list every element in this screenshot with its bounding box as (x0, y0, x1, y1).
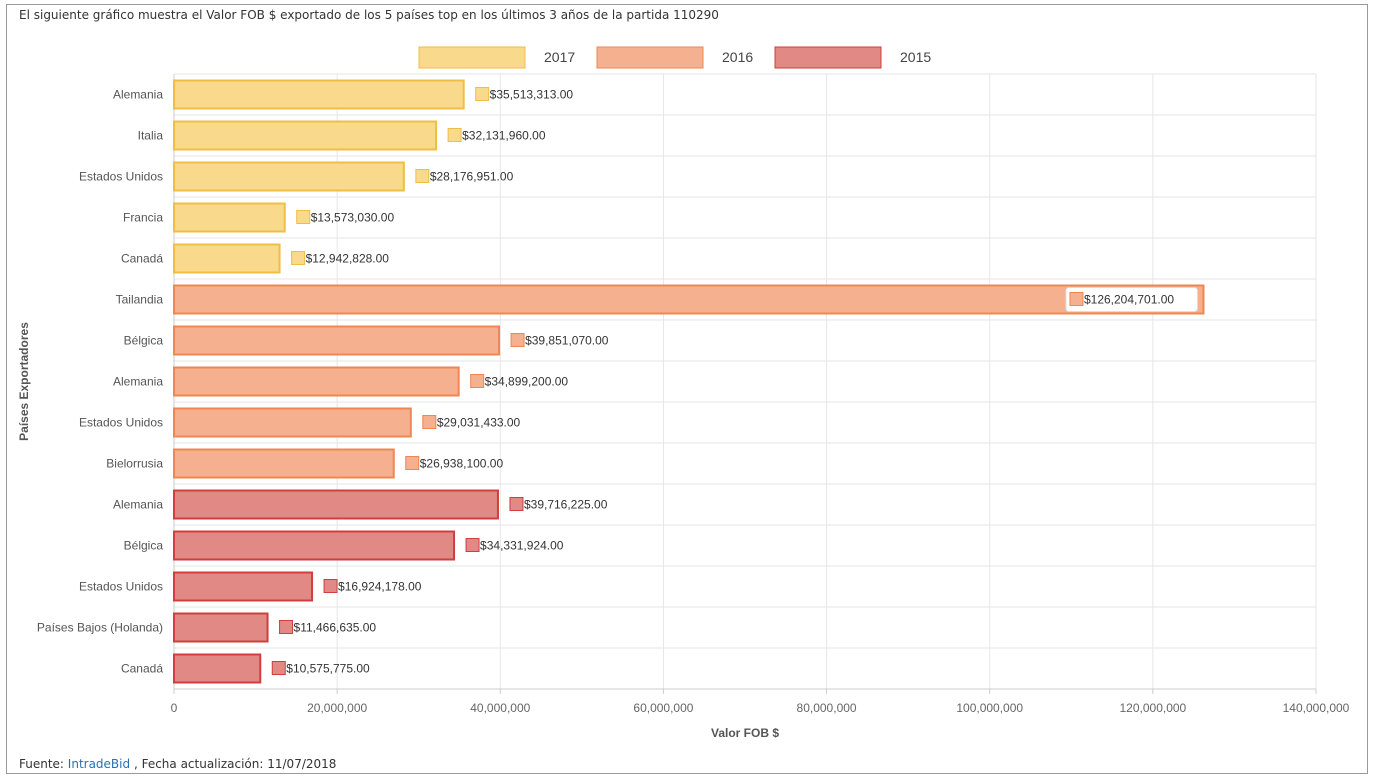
bar[interactable] (173, 366, 460, 397)
category-label: Italia (138, 129, 164, 143)
footer-prefix: Fuente: (19, 757, 68, 771)
bars (173, 79, 1205, 684)
category-label: Canadá (121, 662, 163, 676)
bar[interactable] (173, 571, 314, 602)
chart-caption: El siguiente gráfico muestra el Valor FO… (19, 8, 719, 22)
data-label: $32,131,960.00 (462, 129, 546, 143)
category-label: Canadá (121, 252, 163, 266)
data-label-bg (1065, 287, 1198, 312)
category-label: Alemania (113, 375, 163, 389)
category-label: Estados Unidos (79, 416, 163, 430)
x-tick-label: 20,000,000 (307, 701, 367, 715)
source-link[interactable]: IntradeBid (67, 757, 131, 771)
x-tick-label: 140,000,000 (1283, 701, 1350, 715)
data-label-swatch (296, 210, 311, 224)
bar[interactable] (173, 202, 286, 233)
legend-label: 2017 (544, 49, 575, 65)
data-label-swatch (1069, 292, 1084, 306)
data-labels: $35,513,313.00 $32,131,960.00 $28,176,951.… (271, 87, 1198, 676)
legend-item-2017[interactable]: 2017 (418, 46, 575, 69)
category-label: Bélgica (124, 539, 164, 553)
x-tick-label: 80,000,000 (797, 701, 857, 715)
data-label: $39,851,070.00 (525, 334, 609, 348)
chart-footer: Fuente: IntradeBid , Fecha actualización… (19, 757, 336, 771)
category-label: Francia (123, 211, 163, 225)
legend-swatch (774, 46, 882, 69)
legend-swatch (418, 46, 526, 69)
category-label: Estados Unidos (79, 580, 163, 594)
data-label-swatch (422, 415, 437, 429)
legend-item-2015[interactable]: 2015 (774, 46, 931, 69)
data-label-swatch (291, 251, 306, 265)
bar[interactable] (173, 489, 499, 520)
data-label: $39,716,225.00 (524, 498, 608, 512)
category-labels: Alemania Italia Estados Unidos Francia Canad… (37, 88, 163, 676)
data-label: $26,938,100.00 (420, 457, 504, 471)
category-label: Alemania (113, 88, 163, 102)
bar[interactable] (173, 79, 465, 110)
data-label-swatch (405, 456, 420, 470)
x-tick-label: 40,000,000 (470, 701, 530, 715)
legend[interactable]: 2017 2016 2015 (418, 46, 931, 69)
bar[interactable] (173, 325, 501, 356)
data-label-swatch (509, 497, 524, 511)
category-label: Estados Unidos (79, 170, 163, 184)
data-label: $10,575,775.00 (286, 662, 370, 676)
bar[interactable] (173, 407, 412, 438)
data-label: $12,942,828.00 (306, 252, 390, 266)
x-tick-label: 60,000,000 (633, 701, 693, 715)
data-label: $29,031,433.00 (437, 416, 521, 430)
data-label-swatch (279, 620, 294, 634)
data-label-swatch (470, 374, 485, 388)
x-tick-label: 120,000,000 (1119, 701, 1186, 715)
category-label: Alemania (113, 498, 163, 512)
legend-swatch (596, 46, 704, 69)
data-label-swatch (415, 169, 430, 183)
bar[interactable] (173, 448, 395, 479)
x-axis-title: Valor FOB $ (711, 726, 779, 740)
legend-label: 2016 (722, 49, 753, 65)
legend-item-2016[interactable]: 2016 (596, 46, 753, 69)
x-axis-ticks: 0 20,000,000 40,000,000 60,000,000 80,000,00… (171, 701, 1350, 715)
legend-label: 2015 (900, 49, 931, 65)
data-label-swatch (447, 128, 462, 142)
data-label-swatch (271, 661, 286, 675)
bar[interactable] (173, 284, 1205, 315)
data-label-swatch (475, 87, 490, 101)
data-label: $126,204,701.00 (1084, 293, 1174, 307)
data-label: $34,331,924.00 (480, 539, 564, 553)
data-label: $28,176,951.00 (430, 170, 514, 184)
bar[interactable] (173, 612, 269, 643)
category-label: Tailandia (116, 293, 164, 307)
data-label-swatch (465, 538, 480, 552)
data-label: $16,924,178.00 (338, 580, 422, 594)
y-axis-title: Países Exportadores (17, 322, 31, 441)
chart-frame (6, 4, 1368, 774)
category-label: Bielorrusia (106, 457, 163, 471)
data-label: $35,513,313.00 (490, 88, 574, 102)
footer-suffix: , Fecha actualización: 11/07/2018 (130, 757, 337, 771)
bar[interactable] (173, 243, 281, 274)
data-label-swatch (323, 579, 338, 593)
x-tick-label: 0 (171, 701, 178, 715)
data-label: $11,466,635.00 (294, 621, 377, 635)
data-label: $13,573,030.00 (311, 211, 395, 225)
bar[interactable] (173, 161, 405, 192)
data-label-swatch (510, 333, 525, 347)
data-label: $34,899,200.00 (485, 375, 569, 389)
bar[interactable] (173, 530, 456, 561)
category-label: Países Bajos (Holanda) (37, 621, 163, 635)
bar[interactable] (173, 653, 262, 684)
bar[interactable] (173, 120, 438, 151)
x-tick-label: 100,000,000 (956, 701, 1023, 715)
category-label: Bélgica (124, 334, 164, 348)
